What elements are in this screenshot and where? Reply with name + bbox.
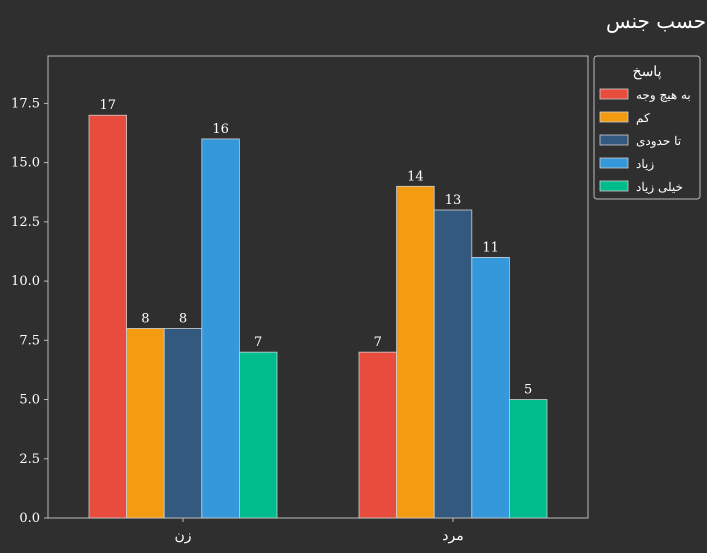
bar [359, 352, 397, 518]
bar [509, 400, 547, 518]
chart-title: وجود ساز و کارکارآمد برای کنترل رفتارهای… [606, 9, 707, 33]
bar [472, 257, 510, 518]
y-tick-label: 12.5 [11, 215, 40, 230]
y-tick-label: 2.5 [19, 452, 40, 467]
y-tick-label: 5.0 [19, 393, 40, 408]
y-tick-label: 17.5 [11, 96, 40, 111]
data-label: 16 [212, 122, 229, 137]
legend-swatch [600, 112, 628, 122]
bar [239, 352, 277, 518]
x-tick-label: زن [174, 528, 191, 544]
bar [164, 328, 202, 518]
data-label: 7 [254, 335, 262, 350]
bar [397, 186, 435, 518]
data-label: 5 [524, 383, 532, 398]
x-tick-label: مرد [442, 528, 463, 544]
bar [434, 210, 472, 518]
legend-label: تا حدودی [636, 134, 681, 148]
legend-swatch [600, 181, 628, 191]
data-label: 8 [141, 311, 149, 326]
y-tick-label: 10.0 [11, 274, 40, 289]
legend-swatch [600, 135, 628, 145]
data-label: 17 [100, 98, 117, 113]
data-label: 14 [407, 169, 424, 184]
legend-title: پاسخ [633, 64, 662, 80]
bar [127, 328, 165, 518]
y-tick-label: 7.5 [19, 333, 40, 348]
legend-label: خیلی زیاد [636, 180, 683, 194]
legend-swatch [600, 158, 628, 168]
legend-swatch [600, 89, 628, 99]
plot-area: 0.0 2.5 5.0 7.5 10.0 12.5 15.0 17.5 17 8 8 16 7 زن 7 14… [11, 56, 588, 544]
legend-label: به هیچ وجه [636, 88, 691, 102]
y-tick-label: 15.0 [11, 156, 40, 171]
y-tick-label: 0.0 [19, 511, 40, 526]
data-label: 7 [374, 335, 382, 350]
data-label: 11 [482, 240, 499, 255]
legend-label: کم [636, 111, 650, 125]
data-label: 8 [179, 311, 187, 326]
legend-label: زیاد [636, 157, 654, 171]
bar [89, 115, 127, 518]
bar [202, 139, 240, 518]
data-label: 13 [445, 193, 462, 208]
legend: پاسخ به هیچ وجه کم تا حدودی زیاد خیلی زیاد [594, 56, 700, 199]
